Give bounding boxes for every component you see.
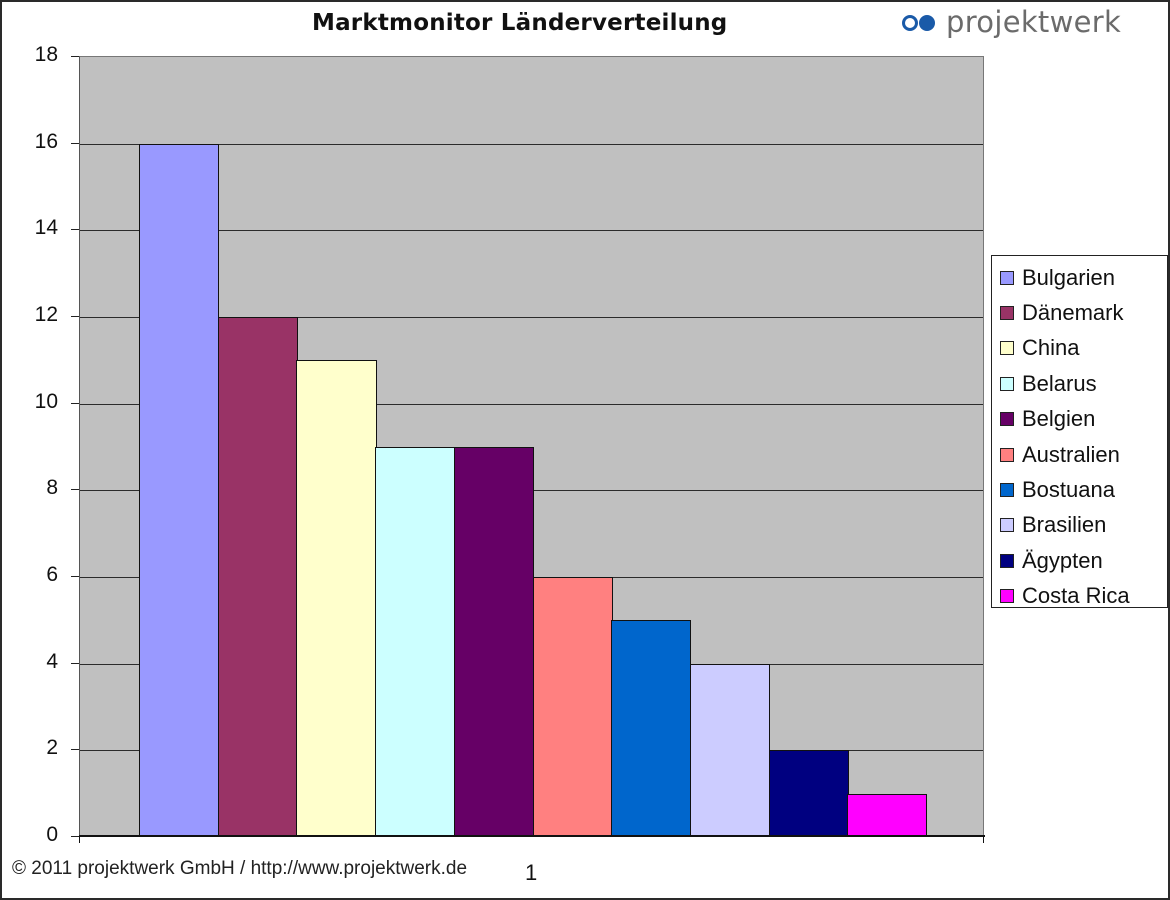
legend-item: Brasilien	[998, 508, 1167, 543]
x-category-label: 1	[525, 860, 538, 885]
legend-label: Costa Rica	[1022, 583, 1130, 609]
y-tick-label: 12	[34, 303, 58, 326]
logo-text: projektwerk	[946, 5, 1122, 39]
y-tick-label: 4	[46, 649, 58, 673]
y-axis-tick	[71, 229, 79, 231]
legend-label: Belarus	[1022, 370, 1097, 396]
gridline	[80, 317, 983, 318]
legend-swatch-icon	[1000, 483, 1014, 498]
bar-bulgarien	[139, 143, 220, 837]
legend-label: Dänemark	[1022, 300, 1124, 326]
legend-swatch-icon	[1000, 412, 1014, 427]
legend-swatch-icon	[1000, 553, 1014, 568]
bar-belgien	[453, 447, 534, 837]
y-axis-tick	[71, 836, 79, 837]
y-tick-label: 14	[34, 216, 58, 240]
y-axis-tick	[71, 576, 79, 577]
y-tick-label: 18	[34, 43, 58, 66]
legend-item: Bostuana	[998, 472, 1167, 507]
bar-brasilien	[689, 663, 771, 837]
bar-bostuana	[611, 620, 692, 837]
legend-item: Belarus	[998, 366, 1167, 401]
legend-swatch-icon	[1000, 589, 1014, 604]
legend-item: China	[998, 331, 1167, 366]
y-tick-label: 10	[34, 389, 58, 413]
y-axis-tick	[71, 56, 79, 57]
gridline	[80, 143, 983, 145]
legend-swatch-icon	[1000, 376, 1014, 391]
y-axis-tick	[71, 402, 79, 404]
legend-swatch-icon	[1000, 306, 1014, 321]
y-axis-tick	[71, 662, 79, 664]
legend-swatch-icon	[1000, 518, 1014, 533]
x-axis	[79, 835, 985, 837]
chart-legend: Bulgarien Dänemark China Belarus Belgien Aust…	[991, 255, 1168, 608]
legend-label: Bulgarien	[1022, 264, 1115, 290]
legend-item: Belgien	[998, 402, 1167, 437]
y-tick-label: 16	[34, 129, 58, 153]
y-axis-tick	[71, 142, 79, 144]
y-axis-tick	[71, 489, 79, 491]
copyright-footer: © 2011 projektwerk GmbH / http://www.pro…	[12, 858, 468, 879]
bar-australien	[532, 577, 613, 837]
legend-swatch-icon	[1000, 341, 1014, 356]
projektwerk-logo-icon	[900, 12, 940, 32]
legend-item: Ägypten	[998, 543, 1167, 578]
bar-belarus	[375, 447, 456, 837]
gridline	[80, 230, 983, 232]
x-axis-tick	[79, 835, 80, 843]
y-tick-label: 0	[46, 823, 58, 846]
bar-ägypten	[768, 750, 849, 837]
legend-item: Dänemark	[998, 295, 1167, 330]
bar-costa-rica	[847, 793, 928, 837]
bar-china	[296, 360, 377, 837]
y-axis-tick	[71, 316, 79, 317]
y-tick-label: 6	[46, 563, 58, 586]
legend-label: Ägypten	[1022, 547, 1103, 573]
plot-area	[79, 56, 984, 837]
legend-swatch-icon	[1000, 447, 1014, 462]
legend-item: Australien	[998, 437, 1167, 472]
legend-swatch-icon	[1000, 270, 1014, 285]
legend-label: Brasilien	[1022, 512, 1107, 538]
legend-item: Costa Rica	[998, 579, 1167, 614]
legend-label: China	[1022, 335, 1080, 361]
gridline	[80, 403, 983, 405]
bar-dänemark	[217, 317, 298, 837]
legend-label: Bostuana	[1022, 477, 1115, 503]
y-axis-tick	[71, 749, 79, 751]
y-tick-label: 2	[46, 736, 58, 760]
projektwerk-logo: projektwerk	[900, 4, 1121, 40]
y-tick-label: 8	[46, 476, 58, 500]
chart-title: Marktmonitor Länderverteilung	[312, 10, 728, 36]
x-axis-tick	[983, 835, 984, 843]
legend-label: Belgien	[1022, 406, 1096, 432]
legend-item: Bulgarien	[998, 260, 1167, 295]
legend-label: Australien	[1022, 441, 1120, 467]
